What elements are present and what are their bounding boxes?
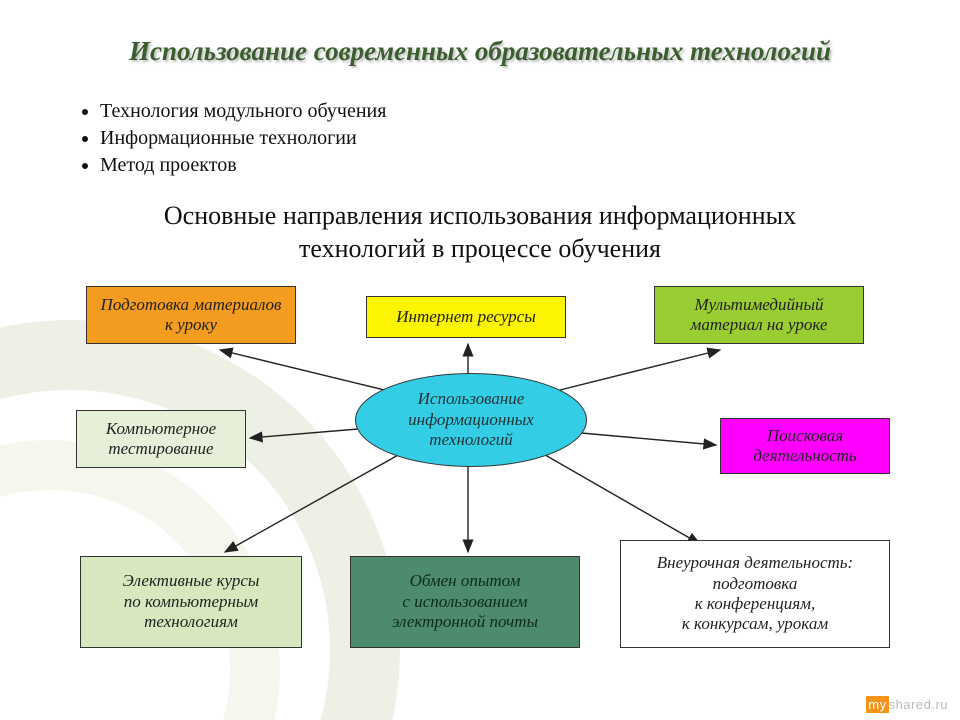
slide: Использование современных образовательны… <box>0 0 960 720</box>
node-internet: Интернет ресурсы <box>366 296 566 338</box>
node-email: Обмен опытомс использованиемэлектронной … <box>350 556 580 648</box>
edge-prep <box>220 350 405 395</box>
watermark-ru: .ru <box>931 697 948 712</box>
node-test: Компьютерноетестирование <box>76 410 246 468</box>
edge-elective <box>225 454 400 552</box>
watermark-shared: shared <box>889 697 932 712</box>
edge-extra <box>540 452 700 544</box>
node-search: Поисковаядеятельность <box>720 418 890 474</box>
edge-test <box>250 428 370 438</box>
node-mm: Мультимедийныйматериал на уроке <box>654 286 864 344</box>
diagram: Использованиеинформационныхтехнологий Под… <box>0 0 960 720</box>
node-prep: Подготовка материаловк уроку <box>86 286 296 344</box>
watermark-my: my <box>866 696 888 713</box>
node-elective: Элективные курсыпо компьютернымтехнологи… <box>80 556 302 648</box>
edge-mm <box>540 350 720 395</box>
center-node: Использованиеинформационныхтехнологий <box>355 373 587 467</box>
node-extra: Внеурочная деятельность:подготовкак конф… <box>620 540 890 648</box>
watermark: myshared.ru <box>866 697 948 712</box>
edge-search <box>570 432 716 445</box>
